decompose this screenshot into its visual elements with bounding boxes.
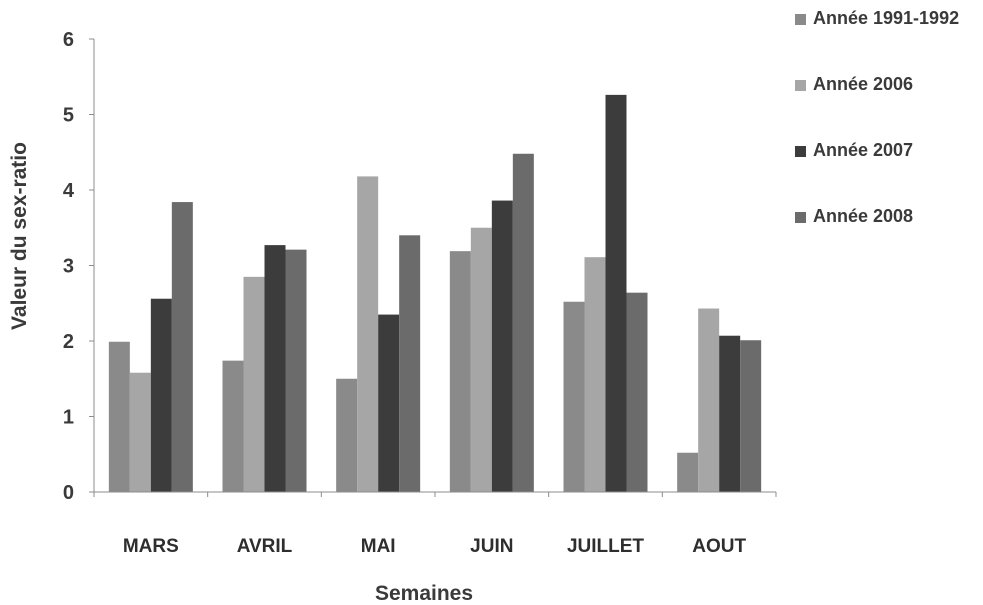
y-tick-label: 4 <box>63 180 75 202</box>
bar <box>470 227 492 492</box>
bar <box>399 235 421 493</box>
y-tick-label: 2 <box>63 331 74 353</box>
bar <box>357 176 379 492</box>
bar <box>584 257 606 492</box>
x-axis-title: Semaines <box>375 582 473 605</box>
y-tick-label: 3 <box>63 256 74 278</box>
y-tick-label: 1 <box>63 407 74 429</box>
legend-swatch <box>795 146 806 157</box>
legend-swatch <box>795 14 806 25</box>
bar <box>740 340 762 492</box>
legend-swatch <box>795 212 806 223</box>
bar <box>378 314 400 492</box>
y-tick-label: 0 <box>63 482 74 504</box>
legend-label: Année 2008 <box>813 206 914 226</box>
bar <box>171 202 193 492</box>
x-tick-label: MAI <box>361 536 396 557</box>
bar <box>491 200 513 492</box>
bar <box>719 335 741 492</box>
x-axis-labels: MARS AVRIL MAI JUIN JUILLET AOUT <box>123 536 747 557</box>
bar <box>626 292 648 492</box>
bar <box>243 276 265 492</box>
legend-item-1991-1992: Année 1991-1992 <box>795 8 959 74</box>
legend-label: Année 1991-1992 <box>813 8 960 28</box>
bar <box>449 251 471 492</box>
bar-series <box>108 94 762 493</box>
legend-swatch <box>795 80 806 91</box>
legend: Année 1991-1992 Année 2006 Année 2007 An… <box>795 8 959 272</box>
bar <box>605 94 627 493</box>
x-tick-label: AOUT <box>692 536 746 557</box>
legend-label: Année 2006 <box>813 74 914 94</box>
bar <box>336 378 358 492</box>
x-tick-label: AVRIL <box>237 536 293 557</box>
bar <box>563 301 585 492</box>
y-tick-label: 5 <box>63 105 74 127</box>
bar <box>264 245 286 492</box>
x-tick-label: MARS <box>123 536 179 557</box>
bar <box>285 249 307 492</box>
x-tick-label: JUILLET <box>567 536 644 557</box>
bar <box>150 298 172 492</box>
y-tick-label: 6 <box>63 29 74 51</box>
bar <box>512 153 534 492</box>
bar <box>129 372 151 492</box>
axes <box>93 39 777 497</box>
legend-item-2007: Année 2007 <box>795 140 959 206</box>
bar <box>698 308 720 492</box>
bar <box>677 452 699 492</box>
bar <box>222 360 244 492</box>
x-tick-label: JUIN <box>470 536 513 557</box>
legend-item-2006: Année 2006 <box>795 74 959 140</box>
bar <box>108 341 130 492</box>
legend-label: Année 2007 <box>813 140 914 160</box>
y-axis-ticks: 0 1 2 3 4 5 6 <box>63 29 94 504</box>
legend-item-2008: Année 2008 <box>795 206 959 272</box>
y-axis-title: Valeur du sex-ratio <box>8 142 31 330</box>
